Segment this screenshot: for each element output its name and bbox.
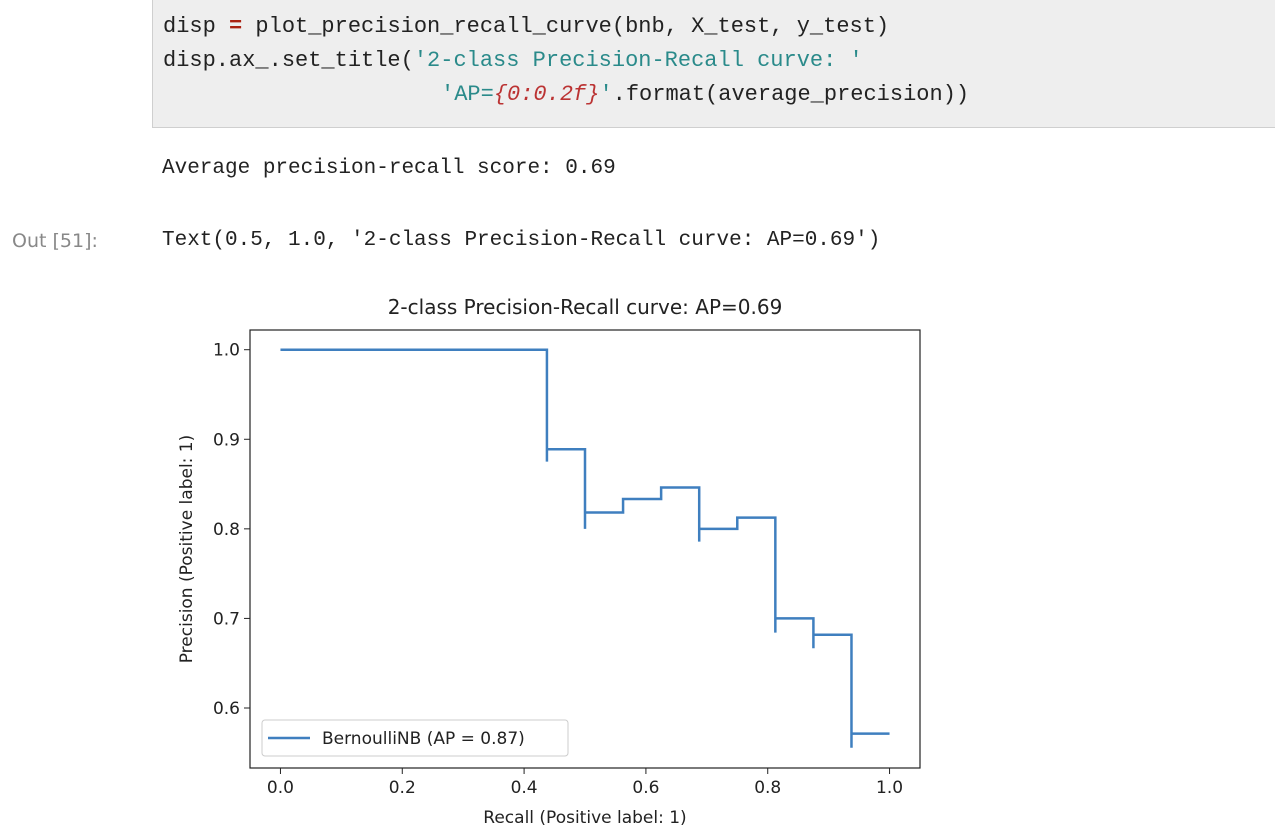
output-text: Text(0.5, 1.0, '2-class Precision-Recall… (162, 229, 881, 252)
chart-title: 2-class Precision-Recall curve: AP=0.69 (388, 295, 783, 319)
y-tick-label: 0.9 (213, 430, 240, 450)
x-axis-label: Recall (Positive label: 1) (483, 808, 686, 828)
out-prompt: Out [51]: (12, 230, 98, 252)
pr-curve (280, 348, 890, 748)
code-token: {0:0.2f} (493, 82, 600, 107)
y-tick-label: 0.7 (213, 609, 240, 629)
y-tick-label: 0.6 (213, 699, 240, 719)
code-token: plot_precision_recall_curve(bnb, X_test,… (242, 14, 890, 39)
x-tick-label: 0.0 (267, 778, 294, 798)
x-tick-label: 1.0 (876, 778, 903, 798)
legend-label: BernoulliNB (AP = 0.87) (322, 729, 525, 749)
x-tick-label: 0.4 (511, 778, 538, 798)
code-token: ' (599, 82, 613, 107)
chart: 2-class Precision-Recall curve: AP=0.69 … (177, 295, 921, 828)
code-token: '2-class Precision-Recall curve: ' (413, 48, 863, 73)
code-token: 'AP= (441, 82, 494, 107)
code-line: disp = plot_precision_recall_curve(bnb, … (163, 14, 889, 39)
y-axis-label: Precision (Positive label: 1) (177, 435, 197, 664)
y-tick-label: 1.0 (213, 341, 240, 361)
code-line: 'AP={0:0.2f}'.format(average_precision)) (441, 82, 969, 107)
stdout: Average precision-recall score: 0.69 (162, 157, 616, 180)
code-token: disp (163, 14, 230, 39)
x-tick-label: 0.8 (754, 778, 781, 798)
axes-frame (249, 329, 921, 769)
code-token: = (229, 14, 243, 39)
code-cell: disp = plot_precision_recall_curve(bnb, … (152, 0, 1275, 128)
code-token: .format(average_precision)) (612, 82, 970, 107)
code-line: disp.ax_.set_title('2-class Precision-Re… (163, 48, 863, 73)
legend-box (261, 719, 569, 757)
y-tick-label: 0.8 (213, 520, 240, 540)
x-tick-label: 0.2 (389, 778, 416, 798)
x-tick-label: 0.6 (632, 778, 659, 798)
code-token: disp.ax_.set_title( (163, 48, 414, 73)
